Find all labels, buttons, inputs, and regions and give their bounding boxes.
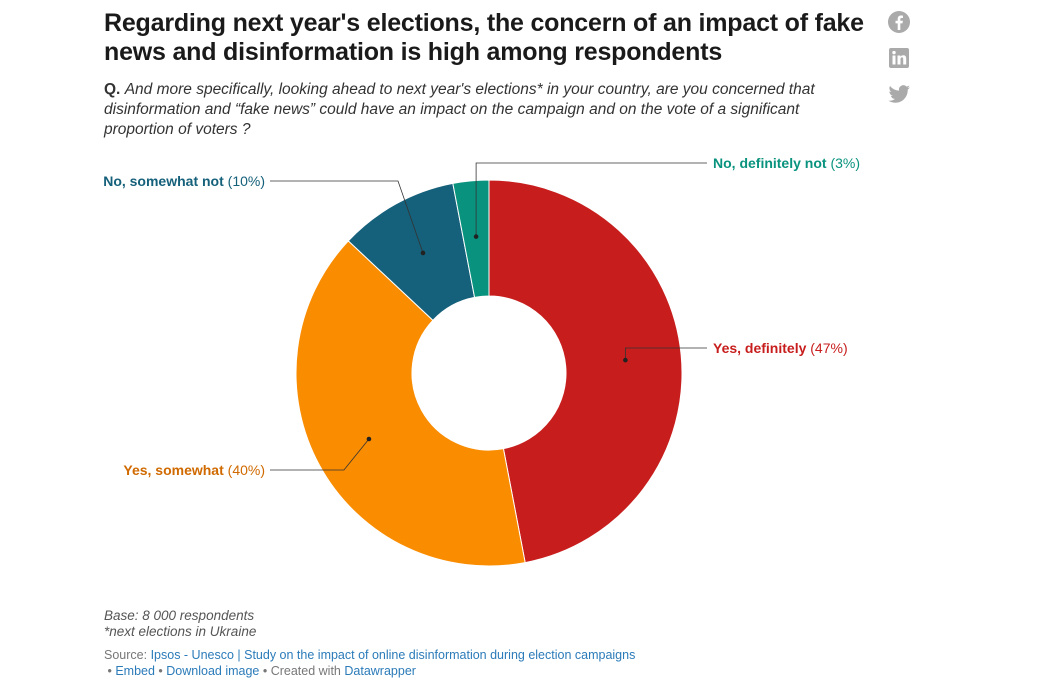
label-value-yes-somewhat: (40%) xyxy=(224,462,265,478)
leader-dot-no-somewhat-not xyxy=(420,250,426,256)
twitter-icon[interactable] xyxy=(887,82,911,106)
chart-notes: Base: 8 000 respondents *next elections … xyxy=(104,608,256,640)
label-name-no-definitely-not: No, definitely not xyxy=(713,155,827,171)
label-no-definitely-not: No, definitely not (3%) xyxy=(713,155,860,171)
leader-dot-yes-definitely xyxy=(623,357,628,363)
source-prefix: Source: xyxy=(104,648,151,662)
embed-link[interactable]: Embed xyxy=(115,664,155,678)
linkedin-icon[interactable] xyxy=(887,46,911,70)
source-link[interactable]: Ipsos - Unesco | Study on the impact of … xyxy=(150,648,636,662)
created-with-text: Created with xyxy=(270,664,341,678)
label-value-yes-definitely: (47%) xyxy=(806,340,847,356)
base-note: Base: 8 000 respondents xyxy=(104,608,255,623)
label-no-somewhat-not: No, somewhat not (10%) xyxy=(103,173,265,189)
label-value-no-somewhat-not: (10%) xyxy=(224,173,265,189)
question-text: And more specifically, looking ahead to … xyxy=(104,81,815,138)
download-image-link[interactable]: Download image xyxy=(166,664,260,678)
chart-title: Regarding next year's elections, the con… xyxy=(104,9,864,66)
leader-line-yes-definitely xyxy=(624,347,707,361)
label-yes-somewhat: Yes, somewhat (40%) xyxy=(123,462,265,478)
leader-dot-no-definitely-not xyxy=(473,234,479,239)
slice-no-definitely-not[interactable] xyxy=(452,179,490,298)
label-name-yes-somewhat: Yes, somewhat xyxy=(123,462,224,478)
slice-yes-somewhat[interactable] xyxy=(295,240,526,567)
question-prefix: Q. xyxy=(104,81,121,98)
leader-line-yes-somewhat xyxy=(270,438,370,471)
label-name-no-somewhat-not: No, somewhat not xyxy=(103,173,224,189)
footnote: *next elections in Ukraine xyxy=(104,624,257,639)
facebook-icon[interactable] xyxy=(887,10,911,34)
chart-question: Q. And more specifically, looking ahead … xyxy=(104,80,864,140)
label-yes-definitely: Yes, definitely (47%) xyxy=(713,340,848,356)
leader-line-no-somewhat-not xyxy=(270,180,424,254)
chart-source: Source: Ipsos - Unesco | Study on the im… xyxy=(104,648,636,678)
leader-line-no-definitely-not xyxy=(475,162,707,237)
leader-dot-yes-somewhat xyxy=(366,436,372,442)
datawrapper-link[interactable]: Datawrapper xyxy=(344,664,416,678)
label-name-yes-definitely: Yes, definitely xyxy=(713,340,807,356)
label-value-no-definitely-not: (3%) xyxy=(827,155,860,171)
slice-yes-definitely[interactable] xyxy=(488,179,683,564)
